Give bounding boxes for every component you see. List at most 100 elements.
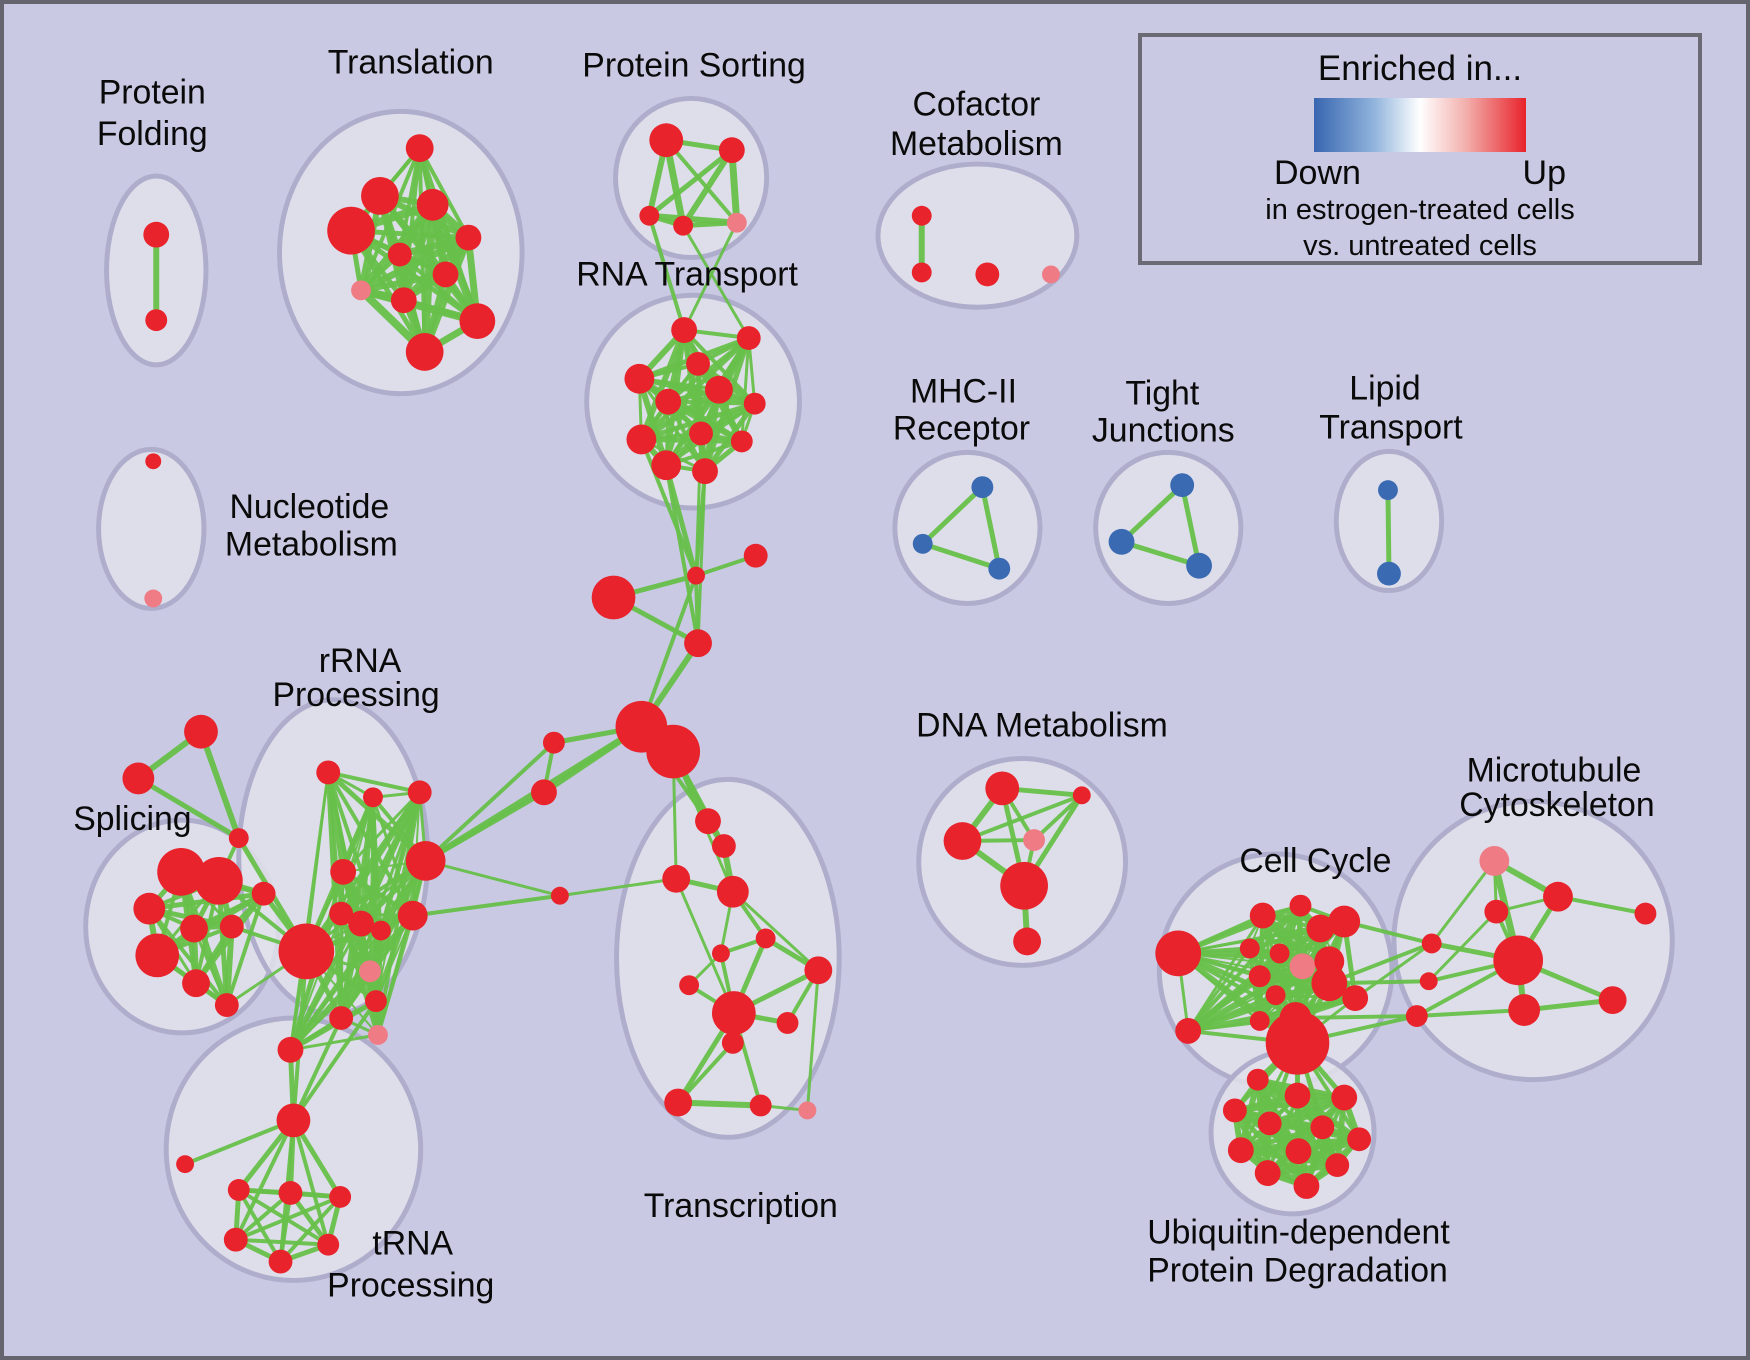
gene-set-node — [798, 1101, 817, 1120]
cluster-label-translation: Translation — [328, 44, 494, 82]
cluster-label-cell-cycle: Cell Cycle — [1239, 842, 1391, 880]
gene-set-node — [1421, 933, 1442, 954]
edge — [1247, 903, 1303, 951]
cluster-label-lipid-transport: Lipid — [1349, 370, 1420, 408]
cluster-label-trna-processing: Processing — [327, 1266, 494, 1304]
cluster-label-lipid-transport: Transport — [1319, 408, 1463, 446]
edge — [666, 399, 757, 406]
cluster-label-nucleotide-metabolism: Nucleotide — [229, 488, 389, 526]
edge — [1385, 487, 1392, 577]
edge — [291, 1016, 344, 1123]
edge — [291, 1118, 331, 1247]
cluster-label-mhc-ii-receptor: MHC-II — [910, 373, 1017, 411]
gene-set-node — [1293, 1173, 1320, 1199]
enrichment-map-network: Protein Folding Translation Protein Sorting… — [73, 44, 1675, 1304]
gene-set-node — [1265, 1011, 1330, 1075]
gene-set-node — [649, 123, 684, 158]
gene-set-node — [655, 388, 682, 415]
gene-set-node — [1000, 861, 1048, 910]
cluster-label-tight-junctions: Junctions — [1092, 411, 1235, 449]
gene-set-node — [317, 1233, 340, 1256]
gene-set-node — [624, 363, 655, 394]
gene-set-node — [695, 808, 721, 835]
gene-set-node — [1508, 994, 1541, 1026]
gene-set-node — [776, 1012, 799, 1034]
gene-set-node — [911, 205, 932, 226]
gene-set-node — [1249, 902, 1276, 929]
edge — [636, 376, 758, 407]
gene-set-node — [684, 629, 712, 658]
edge — [424, 859, 562, 898]
cluster-ellipse-tight-junctions — [1093, 449, 1244, 606]
cluster-label-cofactor-metabolism: Cofactor — [913, 85, 1041, 123]
edge — [326, 770, 422, 795]
edge — [1186, 974, 1262, 1033]
edge — [920, 541, 1002, 572]
edge — [410, 893, 562, 918]
cluster-ellipse-cofactor-metabolism — [875, 161, 1080, 310]
gene-set-node — [455, 224, 482, 251]
gene-set-node — [329, 1006, 354, 1030]
cluster-label-rrna-processing: Processing — [272, 676, 439, 714]
edge — [358, 271, 449, 294]
edge — [646, 147, 735, 219]
gene-set-node — [1249, 1011, 1270, 1031]
gene-set-node — [671, 317, 698, 343]
cluster-label-ubiquitin-degradation: Protein Degradation — [1147, 1251, 1448, 1289]
gene-set-node — [1222, 1098, 1247, 1123]
cluster-label-cofactor-metabolism: Metabolism — [890, 125, 1063, 163]
gene-set-node — [1331, 1084, 1358, 1111]
gene-set-node — [390, 287, 417, 314]
gene-set-node — [176, 1155, 195, 1174]
gene-set-node — [911, 262, 932, 283]
gene-set-node — [405, 134, 434, 163]
edge — [731, 890, 820, 972]
gene-set-node — [133, 892, 166, 925]
gene-set-node — [214, 993, 239, 1018]
gene-set-node — [1484, 899, 1509, 924]
edge — [1179, 482, 1202, 569]
gene-set-node — [686, 351, 710, 376]
gene-set-node — [182, 969, 210, 998]
gene-set-node — [912, 533, 933, 554]
gene-set-node — [1013, 927, 1042, 956]
gene-set-node — [228, 828, 249, 849]
gene-set-node — [1493, 935, 1544, 986]
gene-set-node — [591, 575, 636, 620]
edge — [146, 891, 267, 912]
gene-set-node — [692, 458, 718, 485]
gene-set-node — [227, 1179, 250, 1201]
edge — [696, 469, 707, 645]
legend-title: Enriched in... — [1317, 49, 1523, 88]
gene-set-node — [416, 188, 449, 221]
cluster-label-trna-processing: tRNA — [372, 1225, 453, 1263]
gene-set-node — [1246, 1068, 1269, 1091]
legend-up-label: Up — [1522, 154, 1566, 192]
edge — [664, 463, 701, 646]
edge — [681, 224, 751, 340]
gene-set-node — [330, 858, 357, 885]
cluster-label-nucleotide-metabolism: Metabolism — [225, 526, 398, 564]
gene-set-node — [1042, 265, 1060, 284]
edge — [417, 146, 471, 240]
gene-set-node — [1479, 846, 1510, 876]
edge — [1353, 941, 1434, 1000]
gene-set-node — [1155, 930, 1202, 977]
cluster-label-splicing: Splicing — [73, 800, 191, 838]
cluster-label-protein-folding: Protein — [99, 73, 206, 111]
gene-set-node — [705, 375, 733, 404]
gene-set-node — [711, 944, 730, 963]
gene-set-node — [1328, 905, 1361, 938]
gene-set-node — [988, 557, 1011, 580]
edge — [682, 221, 739, 332]
gene-set-node — [1239, 938, 1260, 959]
edge — [236, 1187, 331, 1247]
gene-set-node — [755, 928, 776, 949]
gene-set-node — [180, 914, 208, 943]
gene-set-node — [711, 834, 736, 858]
gene-set-node — [276, 1103, 311, 1138]
gene-set-node — [550, 886, 569, 905]
gene-set-node — [1269, 943, 1290, 964]
gene-set-node — [975, 262, 1000, 287]
